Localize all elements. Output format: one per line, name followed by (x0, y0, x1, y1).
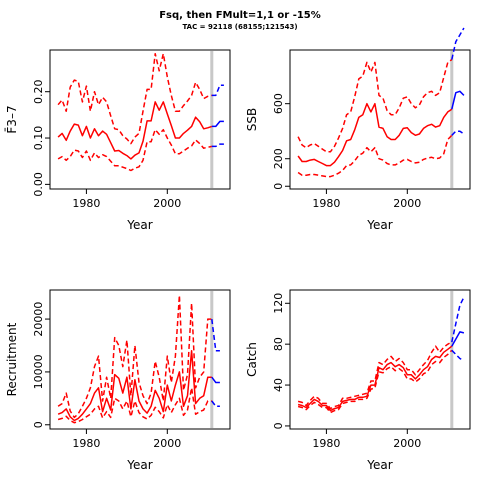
projection-upper-line (451, 27, 465, 60)
panel-fbar: 1980 2000 0.00 0.10 0.20 Year F̄3–7 (5, 49, 231, 232)
x-tick-label: 1980 (312, 437, 340, 450)
projection-lower-line (211, 400, 220, 408)
x-axis-title: Year (366, 458, 392, 472)
history-lower-line (57, 128, 212, 172)
history-upper-line (57, 294, 212, 419)
history-median-line (57, 101, 213, 160)
projection-lower-line (211, 143, 224, 148)
y-tick-label: 120 (272, 293, 285, 314)
x-axis-title: Year (126, 458, 152, 472)
chart-title: Fsq, then FMult=1,1 or -15% (159, 10, 321, 21)
history-upper-line (57, 52, 212, 145)
history-upper-line (297, 341, 453, 410)
y-tick-label: 0.10 (32, 126, 45, 151)
x-tick-label: 1980 (312, 197, 340, 210)
history-median-line (297, 345, 453, 412)
plot-frame (49, 49, 231, 190)
y-axis-title: Recruitment (5, 322, 19, 396)
y-tick-label: 200 (272, 148, 285, 169)
y-tick-label: 20000 (32, 302, 45, 337)
y-tick-label: 80 (272, 337, 285, 351)
projection-lower-line (451, 349, 465, 362)
y-tick-label: 0.00 (32, 172, 45, 197)
x-tick-label: 1980 (72, 437, 100, 450)
x-axis-title: Year (366, 218, 392, 232)
y-axis-title: F̄3–7 (5, 105, 19, 133)
history-median-line (297, 102, 453, 167)
y-tick-label: 0 (272, 183, 285, 190)
history-lower-line (57, 387, 212, 424)
panel-ssb: 1980 2000 0 200 600 Year SSB (245, 27, 471, 232)
projection-upper-line (451, 296, 465, 343)
history-median-line (57, 350, 212, 422)
projection-median-line (451, 90, 465, 110)
y-tick-label: 600 (272, 93, 285, 114)
projection-median-line (211, 376, 220, 384)
y-axis-title: Catch (245, 342, 259, 377)
x-axis-title: Year (126, 218, 152, 232)
y-tick-label: 0 (272, 422, 285, 429)
x-tick-label: 1980 (72, 197, 100, 210)
y-tick-label: 0 (32, 421, 45, 428)
chart-subtitle: TAC = 92118 (68155;121543) (182, 23, 298, 31)
history-upper-line (297, 58, 453, 153)
x-tick-label: 2000 (153, 197, 181, 210)
projection-upper-line (211, 84, 224, 97)
x-tick-label: 2000 (393, 437, 421, 450)
panel-catch: 1980 2000 0 40 80 120 Year Catch (245, 289, 471, 472)
y-axis-title: SSB (245, 108, 259, 131)
x-tick-label: 2000 (153, 437, 181, 450)
x-tick-label: 2000 (393, 197, 421, 210)
y-tick-label: 0.20 (32, 79, 45, 104)
projection-median-line (211, 120, 224, 128)
y-tick-label: 10000 (32, 354, 45, 389)
y-tick-label: 40 (272, 378, 285, 392)
plot-frame (289, 49, 471, 190)
projection-lower-line (451, 130, 465, 136)
projection-upper-line (211, 319, 220, 352)
history-lower-line (297, 134, 453, 178)
plot-frame (289, 289, 471, 430)
projection-median-line (451, 331, 465, 347)
plot-frame (49, 289, 231, 430)
